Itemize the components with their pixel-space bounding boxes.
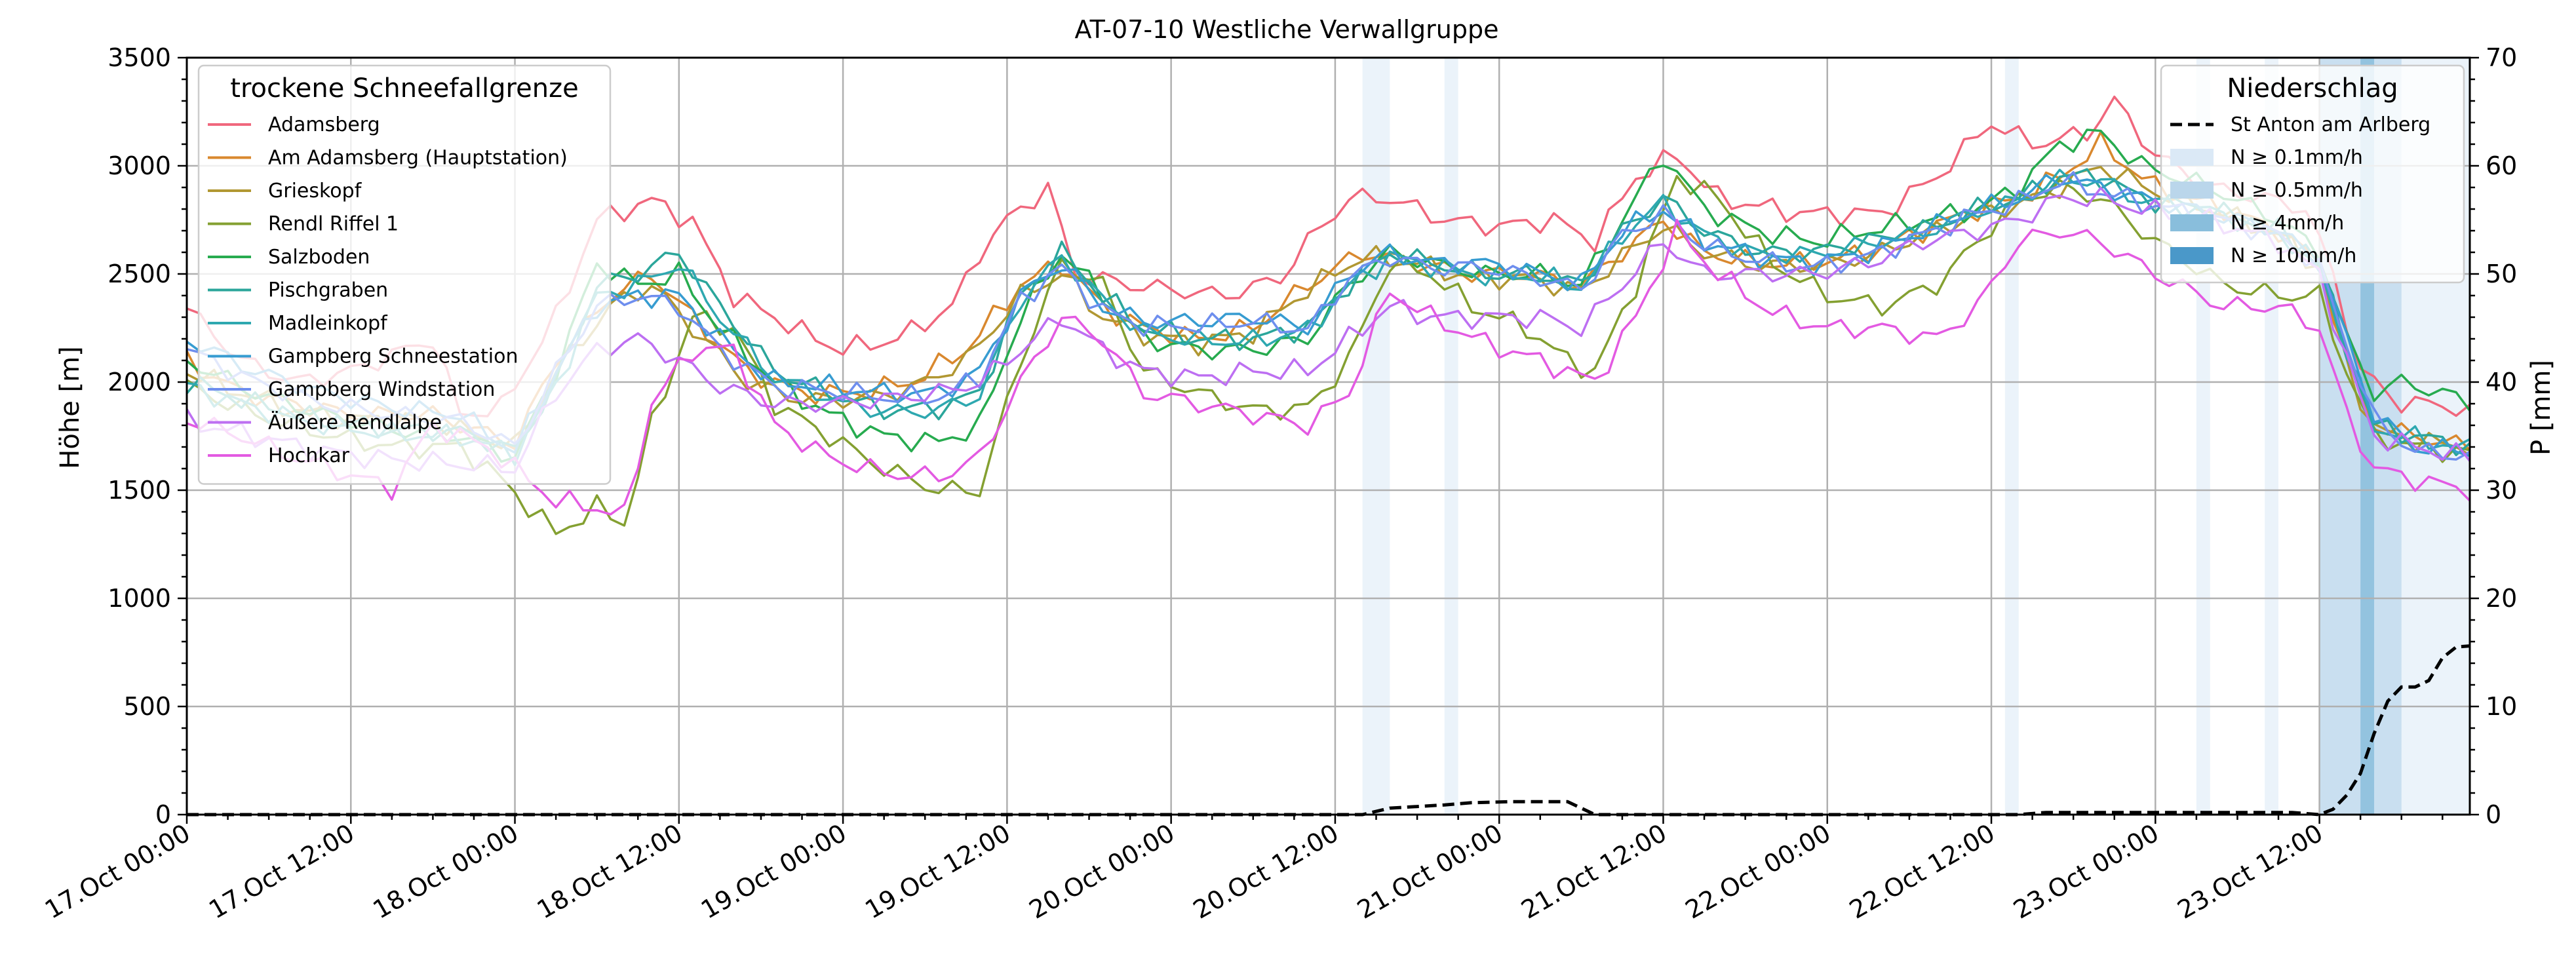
y-tick-label: 3000 bbox=[107, 151, 171, 180]
legend-entry-gampberg-windstation: Gampberg Windstation bbox=[268, 378, 495, 401]
y-tick-label: 0 bbox=[155, 800, 171, 829]
legend-entry-adamsberg: Adamsberg bbox=[268, 113, 380, 136]
legend-left-title: trockene Schneefallgrenze bbox=[230, 73, 578, 104]
y2-tick-label: 30 bbox=[2486, 476, 2517, 505]
y2-tick-label: 40 bbox=[2486, 368, 2517, 396]
legend-snowline: trockene Schneefallgrenze Adamsberg Am Ada… bbox=[197, 64, 612, 485]
legend-swatch-band bbox=[2170, 149, 2214, 166]
y-tick-label: 2500 bbox=[107, 260, 171, 288]
legend-entry-band: N ≥ 0.5mm/h bbox=[2231, 179, 2363, 202]
y2-tick-label: 0 bbox=[2486, 800, 2501, 829]
chart-title: AT-07-10 Westliche Verwallgruppe bbox=[1075, 15, 1499, 44]
legend-entry-rendl-riffel-1: Rendl Riffel 1 bbox=[268, 213, 399, 236]
y-tick-label: 1500 bbox=[107, 476, 171, 505]
legend-entry-band: N ≥ 0.1mm/h bbox=[2231, 146, 2363, 169]
y2-axis-label: P [mm] bbox=[2526, 360, 2556, 455]
y2-tick-label: 50 bbox=[2486, 260, 2517, 288]
plot-frame bbox=[185, 56, 2471, 816]
precip-band bbox=[1444, 58, 1458, 815]
legend-swatch-band bbox=[2170, 247, 2214, 264]
y-tick-label: 1000 bbox=[107, 584, 171, 613]
legend-entry-band: N ≥ 4mm/h bbox=[2231, 212, 2344, 235]
legend-entry-st-anton: St Anton am Arlberg bbox=[2231, 113, 2430, 136]
y2-tick-label: 70 bbox=[2486, 43, 2517, 72]
series-line-hochkar bbox=[186, 218, 2471, 516]
legend-entry-grieskopf: Grieskopf bbox=[268, 180, 362, 203]
legend-swatch-band bbox=[2170, 214, 2214, 231]
precip-band bbox=[2004, 58, 2019, 815]
axes bbox=[178, 56, 2479, 824]
legend-entry-hochkar: Hochkar bbox=[268, 444, 350, 467]
y-tick-label: 500 bbox=[123, 692, 171, 721]
legend-entry-am-adamsberg-hauptstation: Am Adamsberg (Hauptstation) bbox=[268, 147, 568, 170]
y-tick-label: 3500 bbox=[107, 43, 171, 72]
legend-entry-band: N ≥ 10mm/h bbox=[2231, 244, 2356, 267]
legend-entry-aussere-rendlalpe: Äußere Rendlalpe bbox=[268, 411, 442, 435]
precip-line-st-anton bbox=[187, 644, 2470, 817]
legend-right-title: Niederschlag bbox=[2227, 73, 2398, 104]
y2-tick-label: 10 bbox=[2486, 692, 2517, 721]
y-axis-label: Höhe [m] bbox=[55, 346, 85, 469]
legend-entry-gampberg-schneestation: Gampberg Schneestation bbox=[268, 345, 518, 368]
precip-series bbox=[187, 644, 2470, 817]
legend-entry-pischgraben: Pischgraben bbox=[268, 279, 388, 302]
y-tick-label: 2000 bbox=[107, 368, 171, 396]
precip-band bbox=[1362, 58, 1390, 815]
legend-swatch-band bbox=[2170, 182, 2214, 199]
legend-precip: Niederschlag St Anton am Arlberg N ≥ 0.1mm… bbox=[2160, 64, 2465, 284]
legend-entry-madleinkopf: Madleinkopf bbox=[268, 312, 388, 335]
legend-left-box bbox=[197, 64, 612, 485]
legend-right-box bbox=[2160, 64, 2465, 284]
y2-tick-label: 20 bbox=[2486, 584, 2517, 613]
legend-entry-salzboden: Salzboden bbox=[268, 246, 370, 269]
y2-tick-label: 60 bbox=[2486, 151, 2517, 180]
